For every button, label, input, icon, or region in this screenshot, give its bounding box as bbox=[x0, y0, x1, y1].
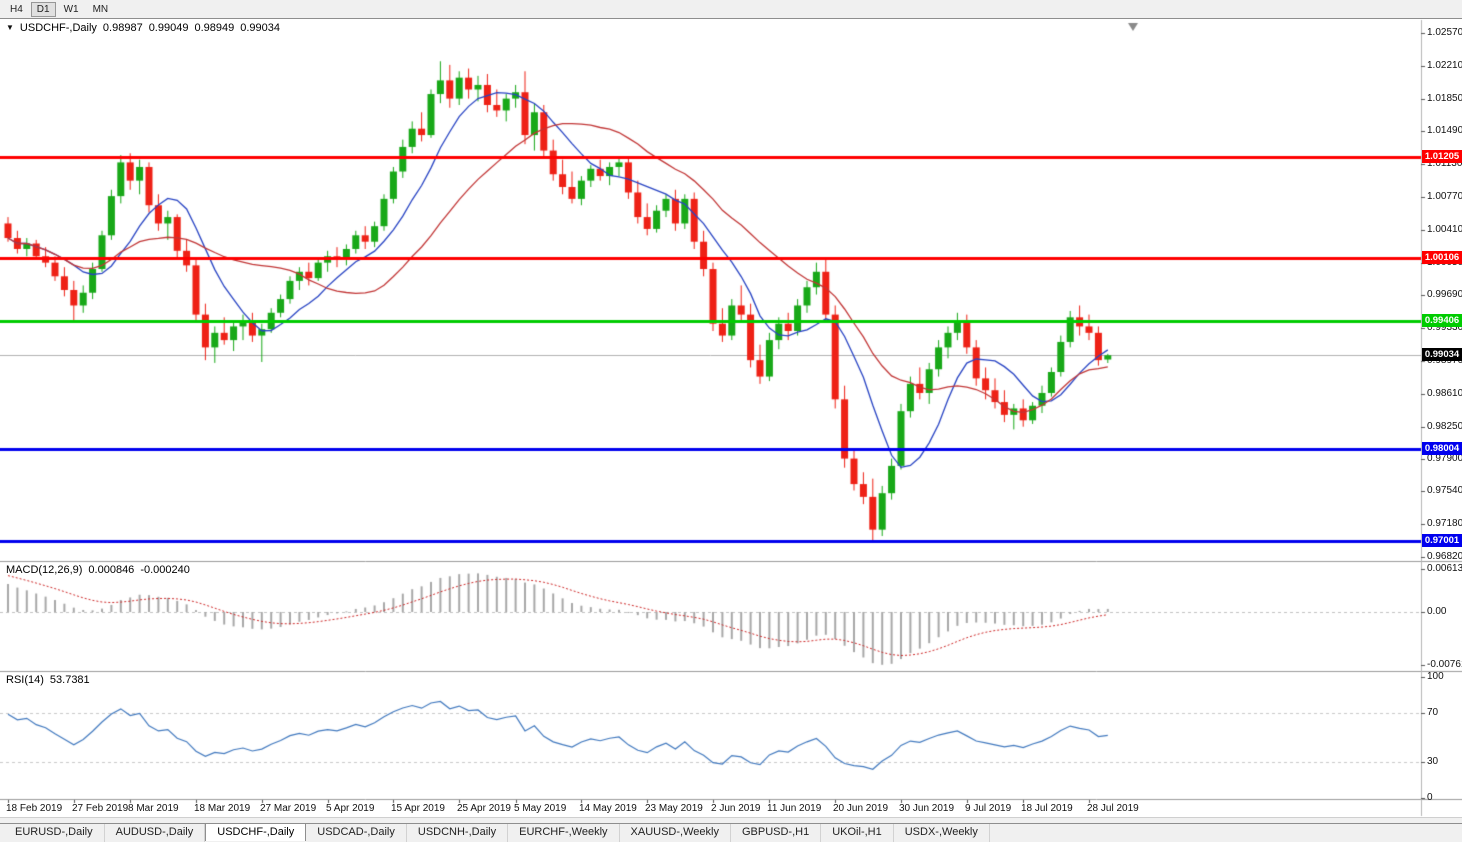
chart-tab-bar: EURUSD-,Daily AUDUSD-,Daily USDCHF-,Daily U… bbox=[0, 823, 1462, 842]
bottom-tab-gbpusd-h1[interactable]: GBPUSD-,H1 bbox=[731, 824, 822, 842]
bottom-strip bbox=[0, 817, 1462, 823]
ohlc-open: 0.98987 bbox=[102, 22, 143, 34]
main-chart-pane[interactable] bbox=[0, 20, 1421, 561]
bottom-tab-audusd-daily[interactable]: AUDUSD-,Daily bbox=[105, 824, 206, 842]
rsi-label-bar: RSI(14) 53.7381 bbox=[6, 674, 90, 686]
timeframe-toolbar: H4 D1 W1 MN bbox=[0, 0, 1462, 19]
macd-pane[interactable] bbox=[0, 562, 1421, 671]
ohlc-high: 0.99049 bbox=[148, 22, 189, 34]
rsi-indicator-label: RSI(14) bbox=[6, 674, 44, 686]
tf-button-d1[interactable]: D1 bbox=[30, 1, 56, 17]
bottom-tab-usdx-weekly[interactable]: USDX-,Weekly bbox=[894, 824, 990, 842]
tf-button-mn[interactable]: MN bbox=[86, 1, 115, 17]
bottom-tab-usdcad-daily[interactable]: USDCAD-,Daily bbox=[306, 824, 407, 842]
bottom-tab-ukoil-h1[interactable]: UKOil-,H1 bbox=[821, 824, 894, 842]
bottom-tab-eurusd-daily[interactable]: EURUSD-,Daily bbox=[4, 824, 105, 842]
macd-main-value: 0.000846 bbox=[88, 564, 135, 576]
rsi-value: 53.7381 bbox=[49, 674, 90, 686]
macd-indicator-label: MACD(12,26,9) bbox=[6, 564, 83, 576]
symbol-dropdown-icon[interactable]: ▼ bbox=[6, 23, 14, 32]
chart-symbol-title: USDCHF-,Daily bbox=[19, 22, 97, 34]
macd-label-bar: MACD(12,26,9) 0.000846 -0.000240 bbox=[6, 564, 190, 576]
chart-title-bar: ▼ USDCHF-,Daily 0.98987 0.99049 0.98949 … bbox=[6, 22, 280, 34]
tf-button-h4[interactable]: H4 bbox=[4, 1, 29, 17]
ohlc-close: 0.99034 bbox=[240, 22, 280, 34]
bottom-tab-eurchf-weekly[interactable]: EURCHF-,Weekly bbox=[508, 824, 620, 842]
ohlc-low: 0.98949 bbox=[194, 22, 235, 34]
bottom-tab-usdchf-daily[interactable]: USDCHF-,Daily bbox=[205, 823, 307, 841]
bottom-tab-usdcnh-daily[interactable]: USDCNH-,Daily bbox=[407, 824, 509, 842]
rsi-pane[interactable] bbox=[0, 672, 1421, 799]
bottom-tab-xauusd-weekly[interactable]: XAUUSD-,Weekly bbox=[620, 824, 731, 842]
tf-button-w1[interactable]: W1 bbox=[57, 1, 85, 17]
macd-signal-value: -0.000240 bbox=[140, 564, 190, 576]
